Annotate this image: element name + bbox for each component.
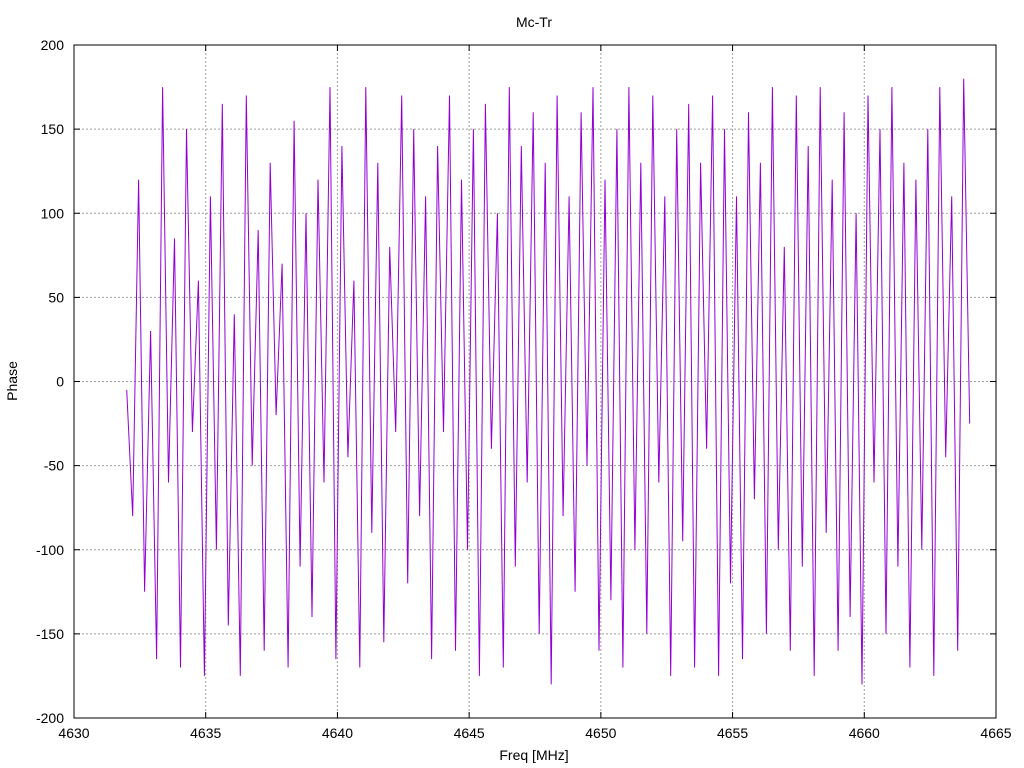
y-tick-label: -200 [36, 710, 64, 726]
x-tick-label: 4630 [58, 725, 89, 741]
y-tick-label: 200 [41, 37, 65, 53]
chart-title: Mc-Tr [516, 14, 552, 30]
y-axis-label: Phase [4, 361, 20, 401]
x-tick-label: 4655 [717, 725, 748, 741]
x-tick-label: 4640 [322, 725, 353, 741]
axis-ticks: 4630 4635 4640 4645 4650 4655 4660 4665 -200 -150… [36, 37, 1012, 741]
y-tick-label: -50 [44, 458, 64, 474]
x-tick-label: 4665 [980, 725, 1011, 741]
y-tick-label: 50 [48, 289, 64, 305]
grid-lines [74, 45, 996, 718]
y-tick-label: -100 [36, 542, 64, 558]
x-axis-label: Freq [MHz] [499, 747, 568, 763]
y-tick-label: -150 [36, 626, 64, 642]
phase-series-line [126, 78, 971, 685]
x-tick-label: 4650 [585, 725, 616, 741]
y-tick-label: 0 [56, 374, 64, 390]
x-tick-label: 4645 [454, 725, 485, 741]
y-tick-label: 100 [41, 205, 65, 221]
series-group [126, 78, 971, 685]
x-tick-label: 4660 [849, 725, 880, 741]
x-tick-label: 4635 [190, 725, 221, 741]
y-tick-label: 150 [41, 121, 65, 137]
